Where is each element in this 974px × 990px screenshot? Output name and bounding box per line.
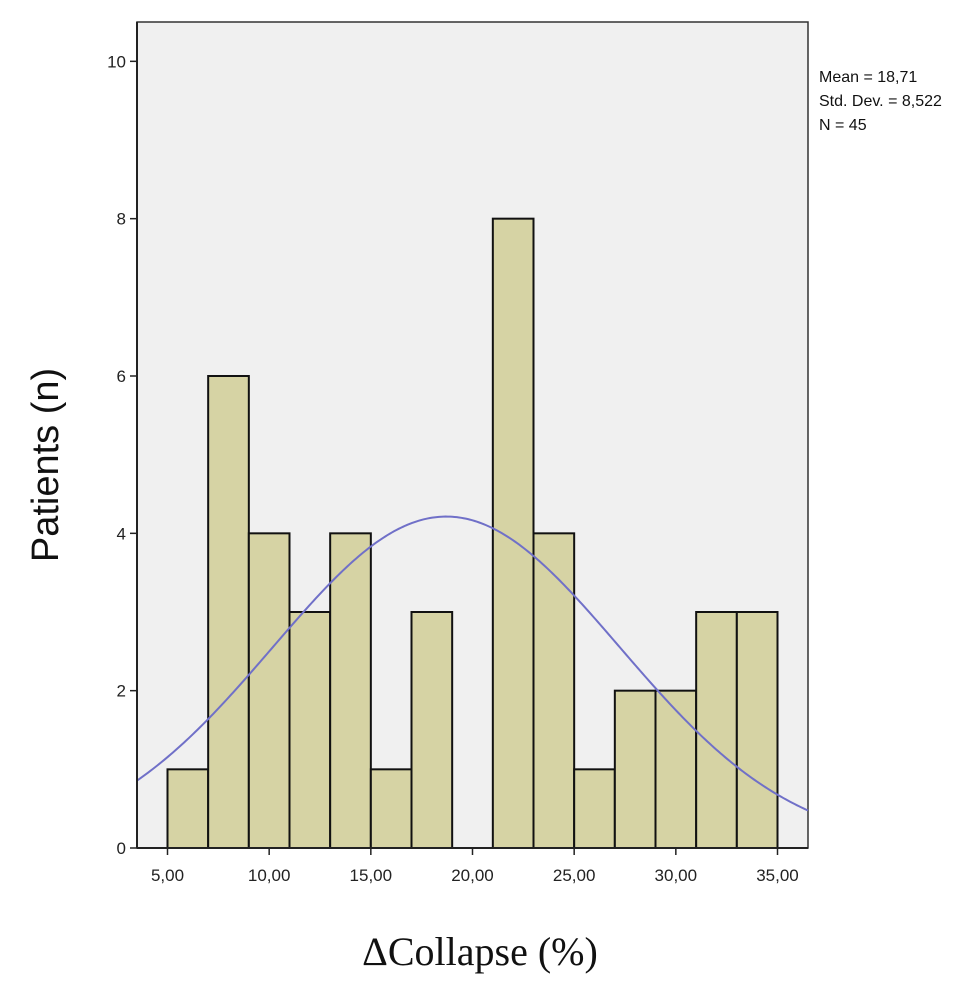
normal-curve bbox=[136, 515, 809, 812]
y-tick-label: 0 bbox=[117, 839, 126, 858]
histogram-bar bbox=[532, 532, 576, 849]
histogram-bar bbox=[735, 611, 779, 849]
x-tick-label: 15,00 bbox=[350, 866, 393, 885]
y-tick-label: 2 bbox=[117, 682, 126, 701]
histogram-bar bbox=[410, 611, 454, 849]
histogram-bar bbox=[491, 217, 535, 849]
x-tick-label: 5,00 bbox=[151, 866, 184, 885]
histogram-bar bbox=[288, 611, 332, 849]
y-ticks-group: 0 2 4 6 8 10 bbox=[107, 52, 137, 858]
x-ticks-group: 5,00 10,00 15,00 20,00 25,00 30,00 35,00 bbox=[151, 848, 799, 885]
y-tick-label: 6 bbox=[117, 367, 126, 386]
histogram-bar bbox=[247, 532, 291, 849]
histogram-bar bbox=[695, 611, 738, 849]
histogram-bar bbox=[573, 768, 616, 849]
histogram-bar bbox=[654, 689, 698, 850]
histogram-bar bbox=[613, 689, 657, 850]
y-axis-title: Patients (n) bbox=[25, 368, 67, 562]
x-tick-label: 20,00 bbox=[451, 866, 494, 885]
histogram-bar bbox=[166, 768, 210, 849]
stats-mean-label: Mean = 18,71 bbox=[819, 69, 917, 86]
y-tick-label: 4 bbox=[117, 524, 126, 543]
x-tick-label: 25,00 bbox=[553, 866, 596, 885]
stats-std-label: Std. Dev. = 8,522 bbox=[819, 93, 942, 110]
x-tick-label: 35,00 bbox=[756, 866, 799, 885]
x-tick-label: 30,00 bbox=[655, 866, 698, 885]
x-tick-label: 10,00 bbox=[248, 866, 291, 885]
x-axis-title: ΔCollapse (%) bbox=[362, 929, 598, 974]
histogram-bar bbox=[369, 768, 413, 849]
y-tick-label: 10 bbox=[107, 52, 126, 71]
stats-n-label: N = 45 bbox=[819, 117, 867, 134]
histogram-bar bbox=[207, 375, 250, 849]
y-tick-label: 8 bbox=[117, 210, 126, 229]
histogram-bar bbox=[329, 532, 372, 849]
